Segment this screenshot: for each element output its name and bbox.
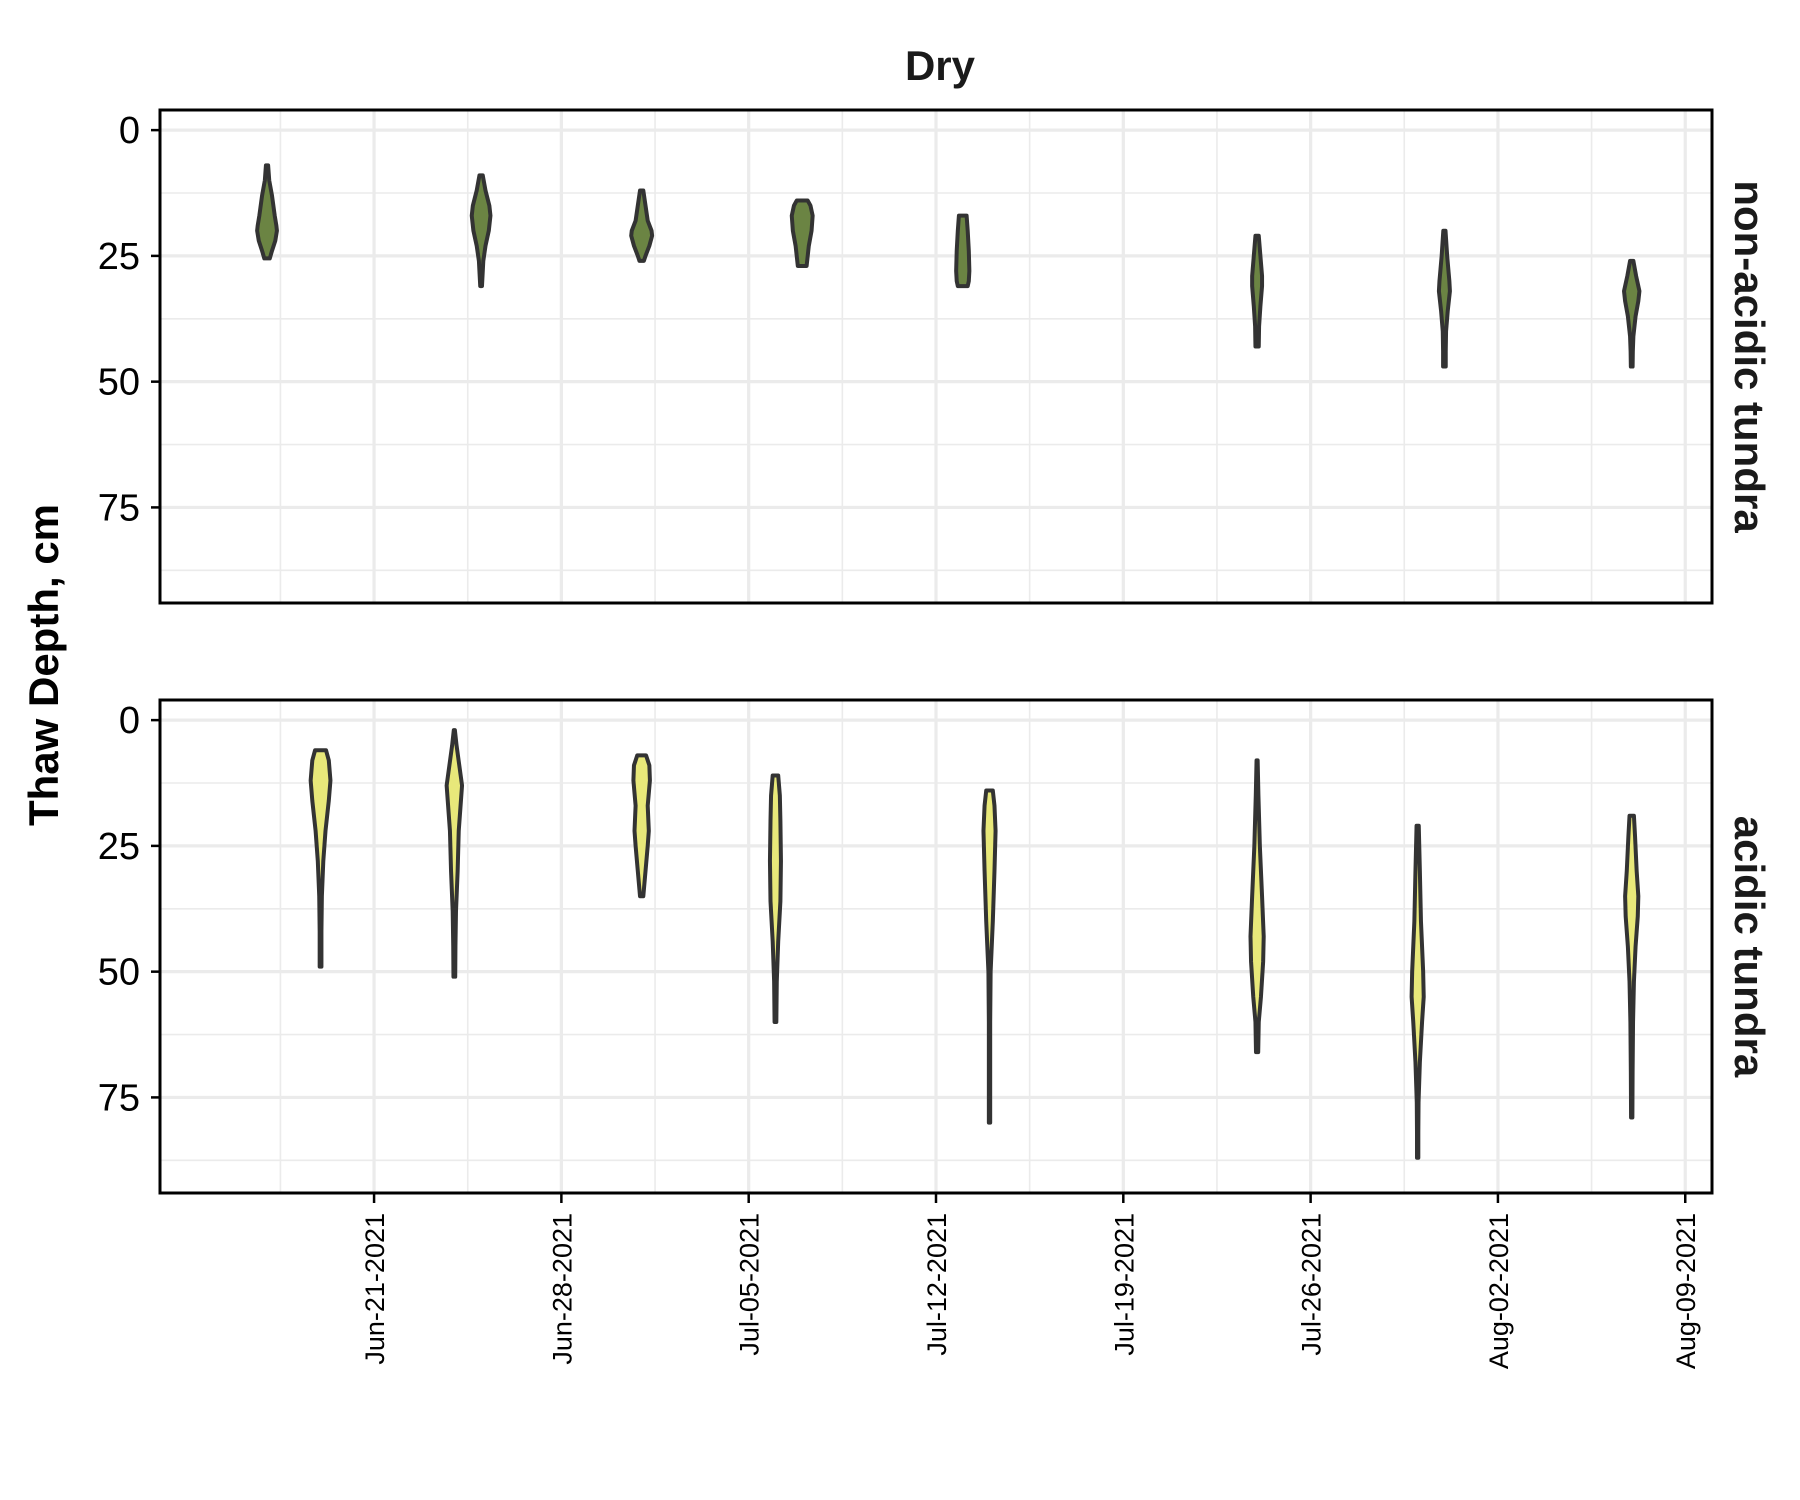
- panel-border: [158, 108, 1714, 605]
- y-tick-label: 25: [98, 826, 140, 868]
- violin-2021-07-31: [1436, 228, 1452, 369]
- y-tick-label: 0: [119, 110, 140, 152]
- violin-2021-07-07: [789, 198, 815, 268]
- x-tick-label: Jun-28-2021: [547, 1213, 577, 1365]
- x-tick-label: Jul-26-2021: [1297, 1213, 1327, 1356]
- x-tick-label: Jul-12-2021: [922, 1213, 952, 1356]
- chart-title: Dry: [905, 42, 976, 89]
- violin-2021-06-24: [444, 728, 465, 979]
- panel-1: 0 25 50 75 non-acidic tundra: [98, 108, 1773, 605]
- y-axis-title: Thaw Depth, cm: [20, 504, 67, 826]
- x-tick-label: Jun-21-2021: [360, 1213, 390, 1365]
- x-tick-label: Aug-09-2021: [1671, 1213, 1701, 1369]
- x-axis: Jun-21-2021 Jun-28-2021 Jul-05-2021 Jul-12-…: [360, 1193, 1701, 1369]
- violin-2021-07-24: [1250, 233, 1265, 349]
- y-tick-label: 50: [98, 362, 140, 404]
- violin-2021-07-14: [981, 788, 998, 1125]
- violin-2021-08-07: [1622, 258, 1642, 369]
- violin-2021-07-01: [629, 188, 655, 263]
- y-tick-label: 25: [98, 236, 140, 278]
- x-tick-label: Jul-19-2021: [1109, 1213, 1139, 1356]
- violin-2021-06-19: [308, 748, 333, 969]
- violin-2021-08-07: [1623, 813, 1641, 1120]
- violin-2021-07-24: [1248, 758, 1266, 1055]
- x-tick-label: Aug-02-2021: [1484, 1213, 1514, 1369]
- panel-2: 0 25 50 75 acidic tundra: [98, 698, 1773, 1195]
- violin-2021-06-25: [469, 173, 493, 289]
- strip-label: non-acidic tundra: [1726, 180, 1773, 533]
- y-tick-label: 75: [98, 1077, 140, 1119]
- violin-2021-07-13: [954, 213, 972, 289]
- y-tick-label: 75: [98, 487, 140, 529]
- panels-layer: 0 25 50 75 non-acidic tundra 0 25 50 75 acidic tu…: [98, 108, 1773, 1195]
- violin-2021-07-06: [767, 773, 783, 1024]
- y-tick-label: 0: [119, 700, 140, 742]
- violin-2021-07-01: [631, 753, 652, 899]
- y-tick-label: 50: [98, 952, 140, 994]
- x-tick-label: Jul-05-2021: [735, 1213, 765, 1356]
- strip-label: acidic tundra: [1726, 816, 1773, 1078]
- violin-2021-06-17: [255, 163, 279, 261]
- violin-2021-07-30: [1409, 823, 1426, 1160]
